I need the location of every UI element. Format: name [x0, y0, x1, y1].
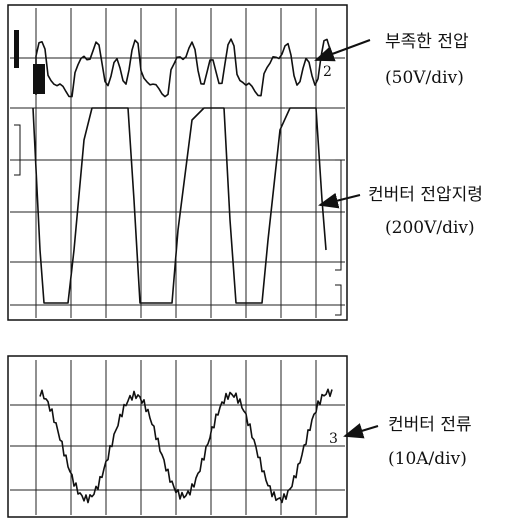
label-title: 컨버터 전류 — [388, 415, 472, 435]
marker-block — [14, 30, 19, 68]
grid-top — [10, 8, 345, 318]
arrow — [320, 195, 360, 205]
voltage-wave — [36, 39, 330, 97]
label-scale: (200V/div) — [385, 218, 475, 238]
scope-frame-top — [8, 5, 347, 320]
channel-marker: 2 — [323, 64, 332, 80]
page: 2 3 부족한 전압 (50V/div) 컨버터 전압지령 (200V/div)… — [0, 0, 529, 522]
channel-marker: 3 — [329, 431, 338, 447]
label-scale: (10A/div) — [388, 449, 467, 469]
command-wave — [33, 108, 326, 303]
figure: 2 3 부족한 전압 (50V/div) 컨버터 전압지령 (200V/div)… — [0, 0, 529, 522]
label-title: 컨버터 전압지령 — [368, 185, 483, 205]
arrow — [345, 426, 378, 436]
label-title: 부족한 전압 — [385, 32, 469, 52]
label-scale: (50V/div) — [385, 68, 464, 88]
scope-bracket — [14, 125, 341, 315]
marker-block — [33, 64, 45, 94]
